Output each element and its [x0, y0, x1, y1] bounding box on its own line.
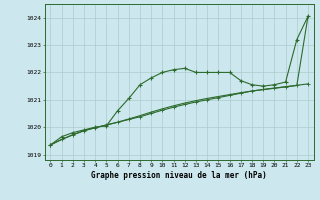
X-axis label: Graphe pression niveau de la mer (hPa): Graphe pression niveau de la mer (hPa) [91, 171, 267, 180]
